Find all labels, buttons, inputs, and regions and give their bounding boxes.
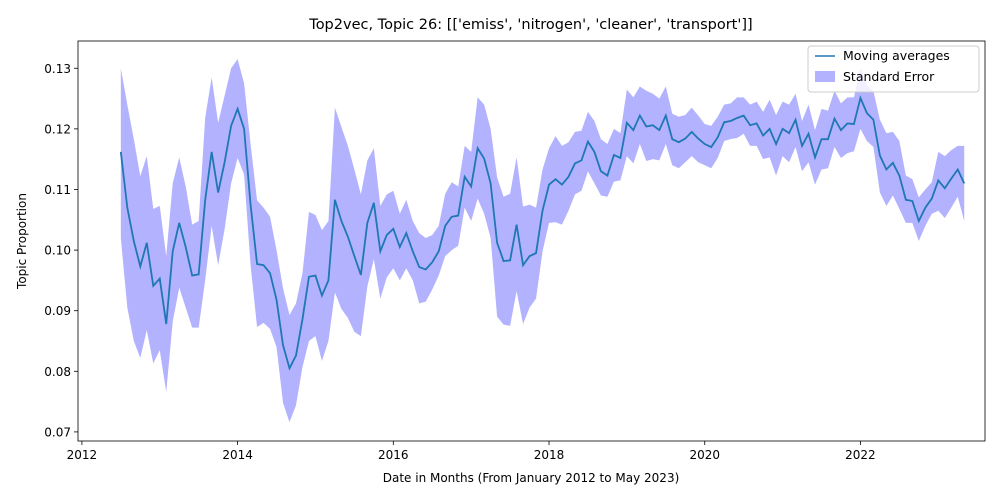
x-tick-label: 2016 (378, 448, 409, 462)
legend-moving-averages: Moving averages (843, 48, 950, 63)
y-tick-label: 0.08 (44, 365, 71, 379)
plot-area (119, 59, 966, 423)
x-tick-label: 2022 (845, 448, 876, 462)
y-axis: 0.07 0.08 0.09 0.10 0.11 0.12 0.13 (44, 62, 78, 439)
y-axis-label: Topic Proportion (15, 193, 29, 290)
x-axis-label: Date in Months (From January 2012 to May… (383, 471, 680, 485)
plot-frame (77, 40, 986, 442)
legend: Moving averages Standard Error (807, 45, 980, 93)
y-tick-label: 0.10 (44, 244, 71, 258)
legend-box (807, 45, 980, 93)
legend-standard-error: Standard Error (843, 69, 935, 84)
x-tick-label: 2012 (67, 448, 98, 462)
y-tick-label: 0.13 (44, 62, 71, 76)
standard-error-band (120, 59, 965, 423)
y-tick-label: 0.11 (44, 183, 71, 197)
x-axis: 2012 2014 2016 2018 2020 2022 (67, 441, 876, 462)
chart-title: Top2vec, Topic 26: [['emiss', 'nitrogen'… (308, 17, 752, 33)
y-tick-label: 0.09 (44, 304, 71, 318)
legend-band-swatch (815, 71, 835, 82)
y-tick-label: 0.12 (44, 122, 71, 136)
x-tick-label: 2018 (534, 448, 565, 462)
x-tick-label: 2014 (222, 448, 253, 462)
y-tick-label: 0.07 (44, 425, 71, 439)
moving-average-line (119, 95, 966, 371)
x-tick-label: 2020 (689, 448, 720, 462)
